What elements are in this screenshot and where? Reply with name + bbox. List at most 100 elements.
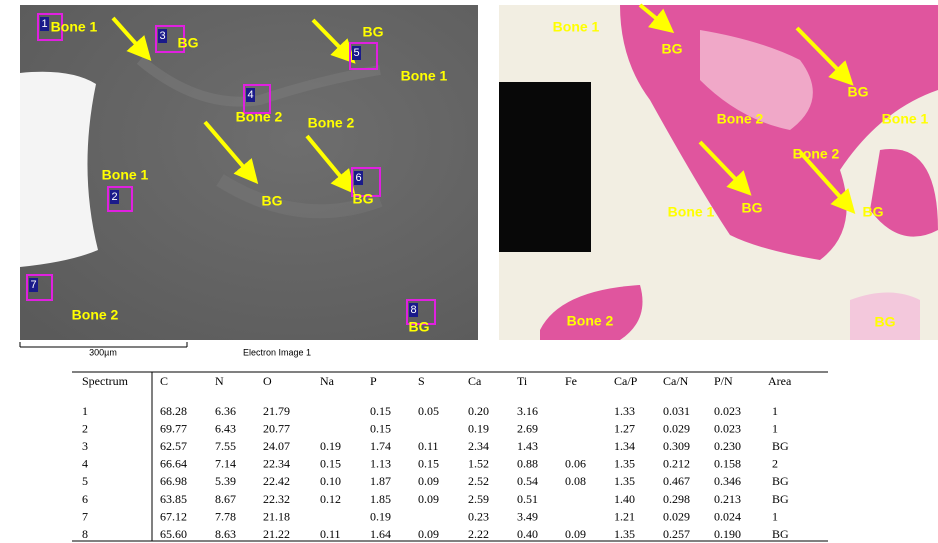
region-label: BG (848, 84, 869, 100)
table-cell: 2 (772, 457, 778, 471)
table-cell: 2 (82, 421, 88, 435)
table-cell: 0.54 (517, 474, 538, 488)
spectrum-number: 6 (355, 172, 361, 184)
region-label: Bone 2 (308, 115, 355, 131)
table-header: O (263, 374, 272, 388)
table-cell: 1 (772, 404, 778, 418)
region-label: Bone 1 (882, 111, 929, 127)
table-cell: 7.14 (215, 457, 236, 471)
figure: 300µm Electron Image 1 13542678Bone 1BGB… (0, 0, 938, 543)
table-cell: 0.212 (663, 457, 690, 471)
table-cell: 7.55 (215, 439, 236, 453)
table-cell: 0.023 (714, 404, 741, 418)
region-label: BG (363, 24, 384, 40)
table-cell: 0.309 (663, 439, 690, 453)
table-cell: 2.52 (468, 474, 489, 488)
table-header: P/N (714, 374, 733, 388)
table-cell: 65.60 (160, 527, 187, 541)
table-cell: 22.34 (263, 457, 290, 471)
table-cell: BG (772, 527, 789, 541)
region-label: Bone 1 (553, 19, 600, 35)
table-cell: 8.67 (215, 492, 236, 506)
table-cell: 0.029 (663, 509, 690, 523)
region-label: Bone 1 (51, 19, 98, 35)
table-cell: 21.18 (263, 509, 290, 523)
table-cell: 0.346 (714, 474, 741, 488)
table-cell: 7 (82, 509, 88, 523)
region-label: BG (875, 314, 896, 330)
histology-image (499, 5, 938, 340)
table-cell: 0.19 (468, 421, 489, 435)
spectrum-number: 3 (159, 30, 165, 42)
table-cell: 1.27 (614, 421, 635, 435)
spectrum-number: 1 (41, 18, 47, 30)
region-label: BG (178, 35, 199, 51)
table-header: Spectrum (82, 374, 129, 388)
table-cell: 20.77 (263, 421, 290, 435)
table-cell: 1.64 (370, 527, 391, 541)
table-cell: 66.64 (160, 457, 187, 471)
table-cell: 3.49 (517, 509, 538, 523)
table-cell: 22.42 (263, 474, 290, 488)
spectrum-number: 5 (353, 47, 359, 59)
table-cell: 3 (82, 439, 88, 453)
table-cell: 1.74 (370, 439, 391, 453)
region-label: BG (353, 191, 374, 207)
table-cell: 2.69 (517, 421, 538, 435)
table-cell: 6 (82, 492, 88, 506)
table-cell: 0.51 (517, 492, 538, 506)
table-cell: 0.11 (418, 439, 439, 453)
region-label: Bone 2 (72, 307, 119, 323)
table-cell: 0.230 (714, 439, 741, 453)
table-cell: BG (772, 492, 789, 506)
table-cell: 66.98 (160, 474, 187, 488)
table-cell: 0.158 (714, 457, 741, 471)
table-cell: 0.024 (714, 509, 741, 523)
table-cell: 3.16 (517, 404, 538, 418)
table-cell: 0.11 (320, 527, 341, 541)
table-cell: 0.06 (565, 457, 586, 471)
table-cell: 1.33 (614, 404, 635, 418)
table-header: Ti (517, 374, 528, 388)
table-cell: 1.21 (614, 509, 635, 523)
table-header: Fe (565, 374, 577, 388)
table-cell: 0.09 (418, 527, 439, 541)
spectrum-number: 2 (111, 191, 117, 203)
region-label: Bone 2 (567, 313, 614, 329)
table-cell: 2.59 (468, 492, 489, 506)
table-cell: BG (772, 439, 789, 453)
table-cell: 69.77 (160, 421, 187, 435)
table-header: S (418, 374, 425, 388)
table-cell: 0.19 (370, 509, 391, 523)
table-cell: 0.467 (663, 474, 690, 488)
table-cell: 0.23 (468, 509, 489, 523)
table-cell: 1 (772, 509, 778, 523)
spectrum-number: 4 (247, 89, 253, 101)
table-cell: 0.08 (565, 474, 586, 488)
table-cell: 1 (772, 421, 778, 435)
region-label: Bone 2 (717, 111, 764, 127)
table-header: N (215, 374, 224, 388)
table-cell: 1.52 (468, 457, 489, 471)
scale-bar-label: 300µm (89, 347, 117, 357)
table-cell: 0.19 (320, 439, 341, 453)
table-cell: 4 (82, 457, 88, 471)
region-label: BG (863, 204, 884, 220)
region-label: Bone 1 (401, 68, 448, 84)
region-label: Bone 1 (668, 204, 715, 220)
table-header: Ca/N (663, 374, 689, 388)
table-cell: 0.190 (714, 527, 741, 541)
table-cell: 0.20 (468, 404, 489, 418)
table-cell: 6.36 (215, 404, 236, 418)
region-label: Bone 2 (793, 146, 840, 162)
table-cell: 22.32 (263, 492, 290, 506)
table-cell: 2.22 (468, 527, 489, 541)
table-cell: 1.35 (614, 527, 635, 541)
table-header: Ca/P (614, 374, 638, 388)
table-header: Ca (468, 374, 482, 388)
table-cell: 0.09 (418, 474, 439, 488)
table-cell: 0.15 (370, 404, 391, 418)
table-cell: 21.79 (263, 404, 290, 418)
table-header: P (370, 374, 377, 388)
table-cell: 0.10 (320, 474, 341, 488)
